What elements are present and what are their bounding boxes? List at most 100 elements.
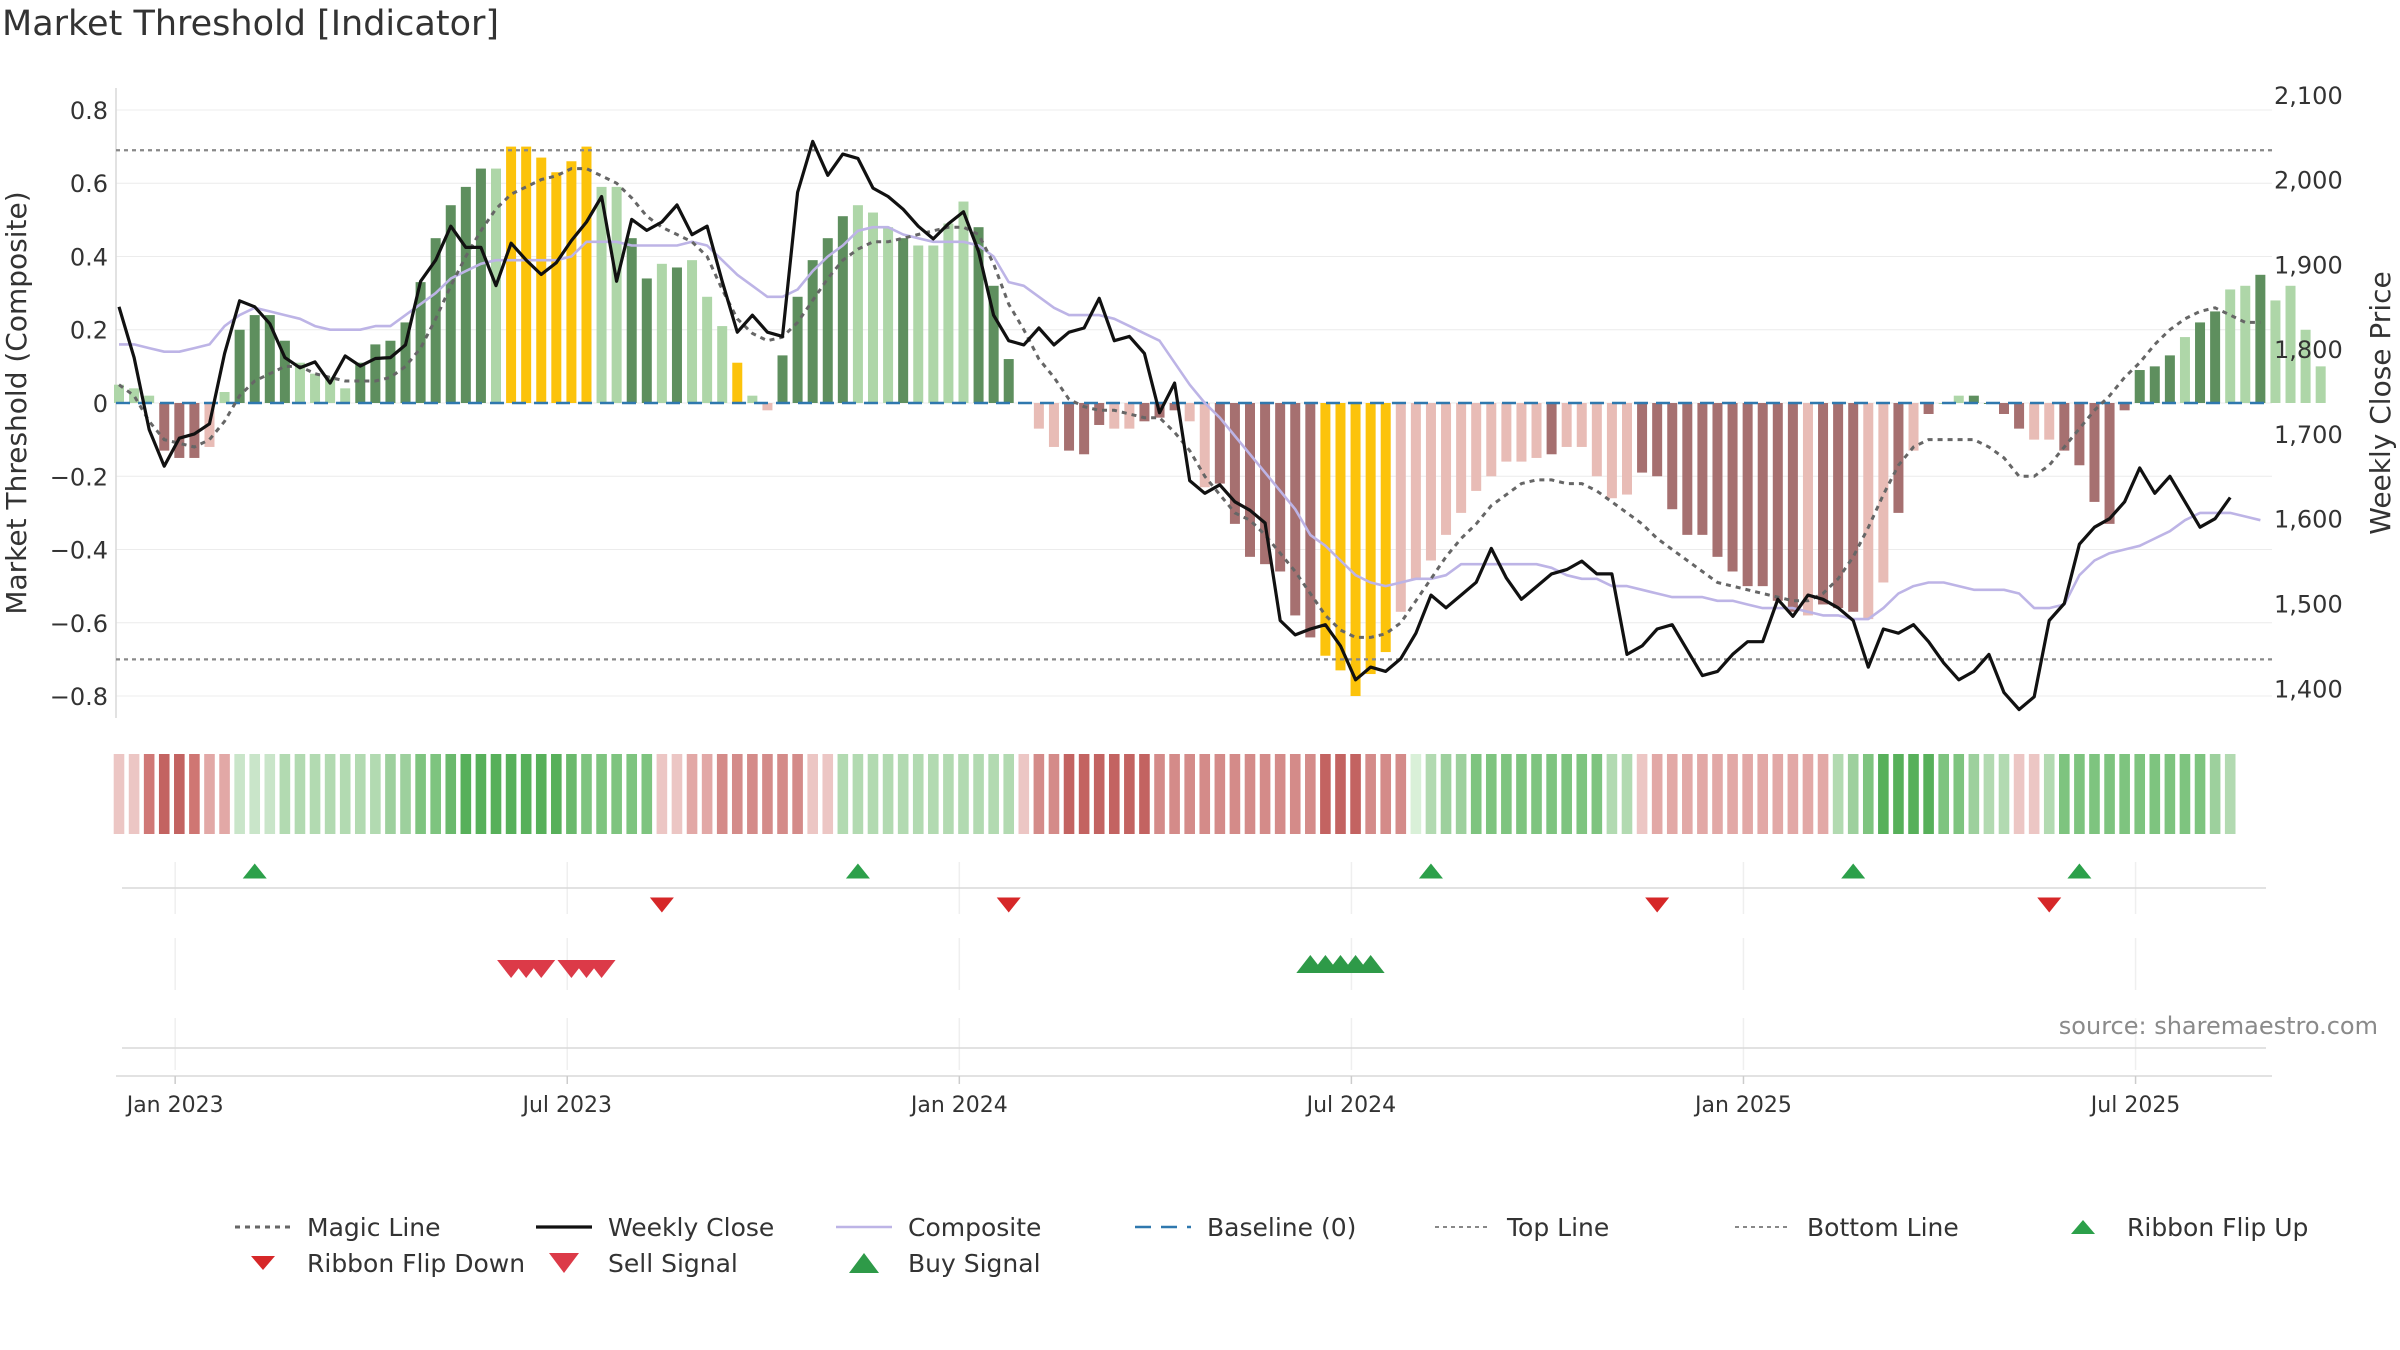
ribbon-cell [1485, 754, 1497, 834]
composite-bar [1199, 403, 1210, 488]
ribbon-cell [1410, 754, 1422, 834]
composite-bar [536, 157, 547, 403]
ribbon-cell [1531, 754, 1542, 834]
ribbon-cell [2089, 754, 2100, 834]
legend-swatch [536, 1225, 592, 1229]
ribbon-cell [1093, 754, 1105, 834]
composite-bar [807, 260, 818, 403]
composite-bar [1245, 403, 1255, 557]
composite-bar [1878, 403, 1889, 583]
y-tick-label: −0.8 [50, 683, 108, 711]
source-note: source: sharemaestro.com [2058, 1012, 2378, 1040]
ribbon-cell [1772, 754, 1784, 834]
ribbon-cell [1335, 754, 1346, 834]
composite-bar [2044, 403, 2055, 440]
legend-swatch [836, 1225, 892, 1229]
ribbon-cell [1516, 754, 1527, 834]
composite-bar [626, 238, 637, 403]
ribbon-cell [1923, 754, 1934, 834]
ribbon-cell [294, 754, 306, 834]
composite-bar [717, 326, 728, 403]
ribbon-cell [1893, 754, 1904, 834]
composite-bar [1410, 403, 1421, 579]
legend-swatch [1135, 1225, 1191, 1229]
ribbon-flip-down-marker [1645, 897, 1670, 913]
composite-bar [913, 245, 924, 403]
composite-bar [1380, 403, 1391, 653]
ribbon-cell [1742, 754, 1753, 834]
ribbon-cell [1832, 754, 1844, 834]
composite-bar [506, 146, 517, 403]
ribbon-cell [1229, 754, 1241, 834]
composite-bar [1094, 403, 1105, 425]
composite-bar [2119, 403, 2130, 411]
ribbon-cell [611, 754, 622, 834]
composite-bar [1757, 403, 1768, 587]
composite-bar [973, 227, 984, 403]
ribbon-cell [551, 754, 562, 834]
composite-bar [641, 278, 652, 403]
ribbon-cell [475, 754, 487, 834]
ribbon-flip-up-marker [1418, 863, 1443, 879]
ribbon-cell [113, 754, 125, 834]
composite-bar [1682, 403, 1693, 535]
ribbon-cell [1998, 754, 2010, 834]
legend-label: Weekly Close [608, 1212, 775, 1242]
composite-bar [2210, 311, 2221, 403]
ribbon-cell [1214, 754, 1226, 834]
composite-bar [1833, 403, 1844, 609]
ribbon-cell [2104, 754, 2115, 834]
ribbon-cell [1033, 754, 1045, 834]
composite-bar [1441, 403, 1452, 535]
ribbon-cell [641, 754, 653, 834]
ribbon-cell [2134, 754, 2146, 834]
composite-bar [355, 362, 366, 403]
buy-signal-marker [1356, 955, 1385, 973]
composite-bar [2240, 285, 2251, 403]
ribbon-cell [1546, 754, 1557, 834]
composite-bar [762, 403, 773, 411]
composite-bar [1139, 403, 1150, 422]
composite-bar [1818, 403, 1829, 605]
ribbon-cell [581, 754, 592, 834]
ribbon-cell [1274, 754, 1286, 834]
ribbon-cell [1606, 754, 1618, 834]
ribbon-cell [1983, 754, 1995, 834]
composite-bar [656, 263, 667, 403]
ribbon-flip-up-marker [1841, 863, 1866, 879]
composite-bar [2285, 285, 2296, 403]
legend-label: Ribbon Flip Down [307, 1248, 526, 1278]
composite-bar [1003, 359, 1014, 403]
composite-bar [1109, 403, 1120, 429]
ribbon-cell [1455, 754, 1467, 834]
ribbon-cell [1289, 754, 1301, 834]
x-tick-label: Jul 2024 [1305, 1093, 1397, 1118]
ribbon-cell [701, 754, 713, 834]
legend-item: Sell Signal [534, 1248, 738, 1278]
ribbon-cell [1244, 754, 1256, 834]
ribbon-cell [1757, 754, 1769, 834]
ribbon-cell [1078, 754, 1090, 834]
composite-bar [1305, 403, 1316, 638]
legend-swatch [235, 1225, 291, 1229]
composite-bar [400, 322, 411, 403]
ribbon-flip-up-marker [2067, 863, 2092, 879]
legend-label: Ribbon Flip Up [2127, 1212, 2309, 1242]
composite-bar [1637, 403, 1648, 473]
ribbon-cell [822, 754, 834, 834]
y-tick-label: 0.2 [70, 317, 108, 345]
ribbon-cell [1651, 754, 1663, 834]
ribbon-cell [445, 754, 457, 834]
ribbon-cell [2179, 754, 2191, 834]
ribbon-cell [747, 754, 758, 834]
legend-item: Buy Signal [834, 1248, 1041, 1278]
chart-title: Market Threshold [Indicator] [2, 4, 500, 44]
ribbon-cell [2059, 754, 2070, 834]
composite-bar [1591, 403, 1602, 477]
y-right-tick-label: 1,400 [2274, 675, 2343, 703]
ribbon-cell [2149, 754, 2161, 834]
composite-bar [1350, 403, 1361, 697]
legend-item: Baseline (0) [1133, 1212, 1356, 1242]
ribbon-flip-down-marker [649, 897, 674, 913]
composite-bar [159, 403, 170, 451]
